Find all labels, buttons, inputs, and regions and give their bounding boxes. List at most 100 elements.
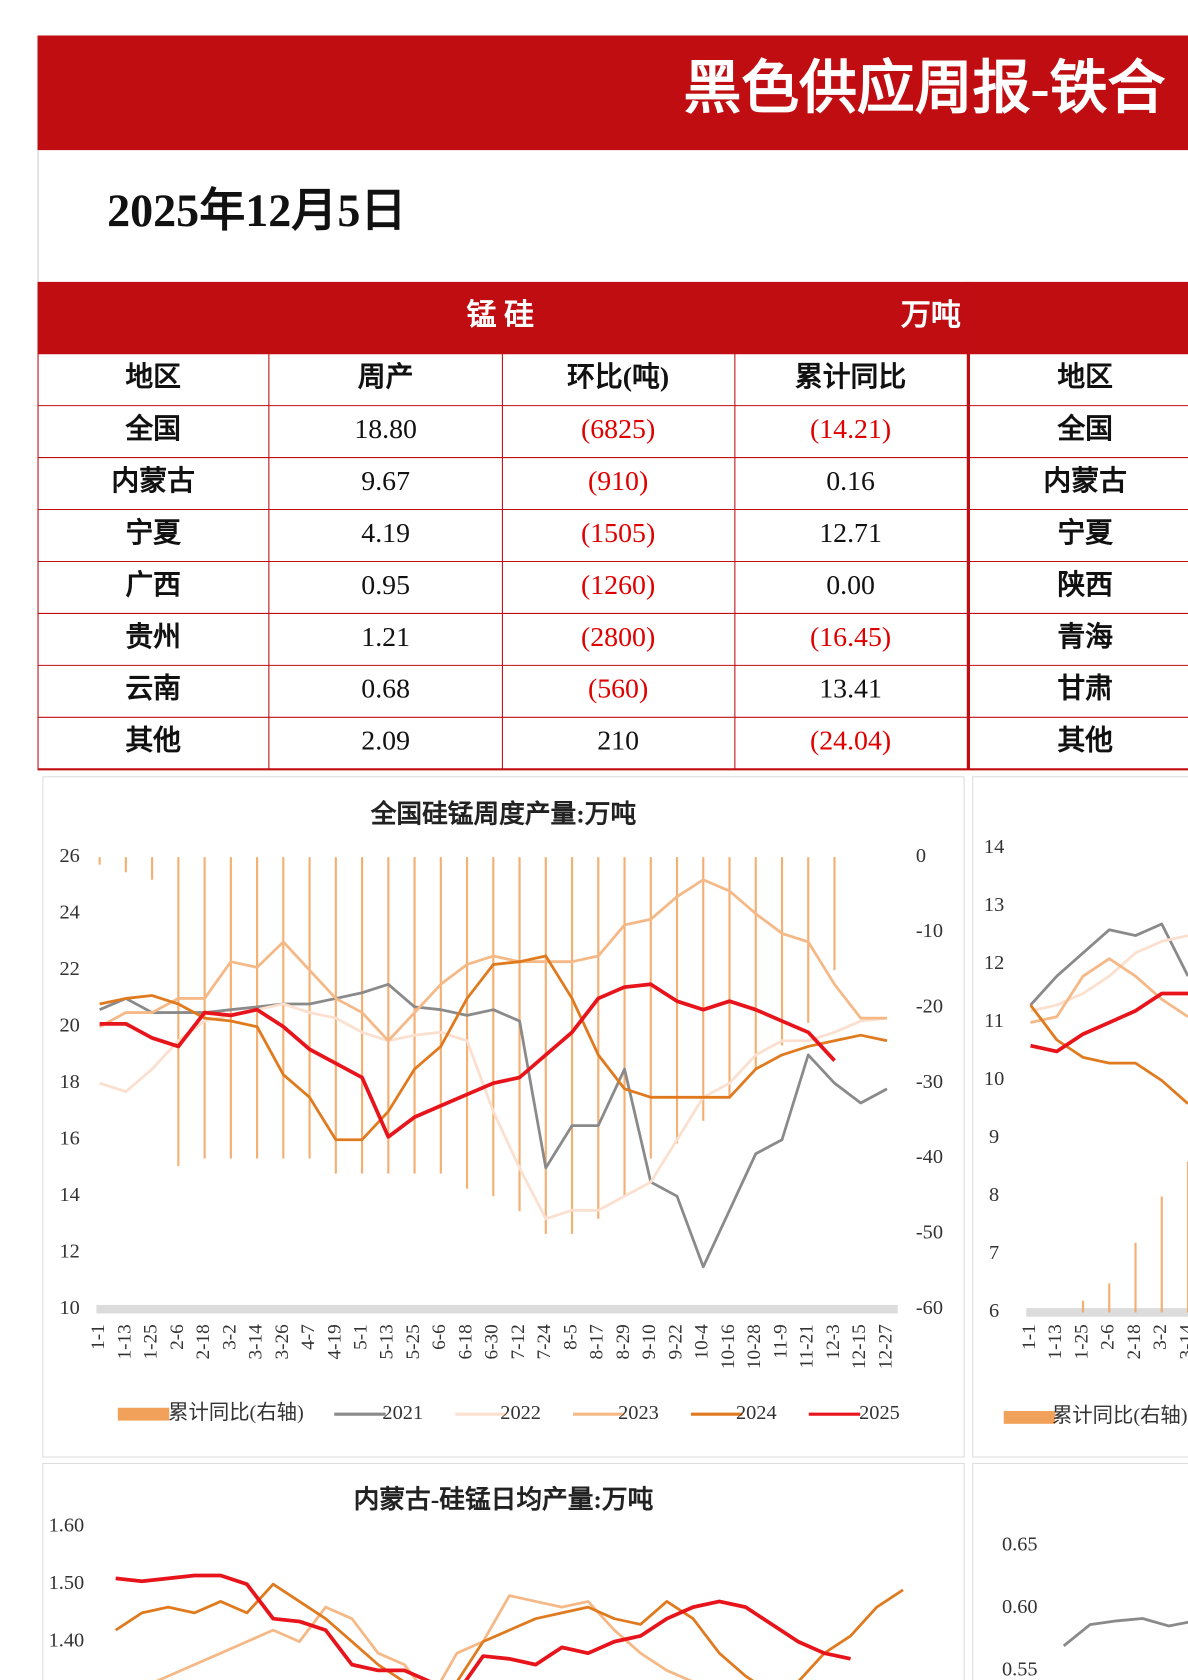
series-line bbox=[1029, 1004, 1188, 1105]
y2-tick-label: -40 bbox=[916, 1146, 943, 1168]
report-date: 2025年12月5日 bbox=[107, 185, 406, 236]
bar bbox=[518, 857, 521, 1212]
bar bbox=[439, 857, 442, 1174]
legend-label: 2021 bbox=[382, 1402, 423, 1424]
x-tick-label: 9-22 bbox=[665, 1324, 686, 1359]
series-line bbox=[98, 878, 887, 1043]
bar bbox=[597, 857, 600, 1219]
y2-tick-label: 0 bbox=[916, 845, 926, 867]
bar bbox=[754, 857, 757, 1069]
x-tick-label: 5-13 bbox=[377, 1324, 398, 1359]
x-tick-label: 3-14 bbox=[246, 1324, 267, 1360]
chart-panel bbox=[42, 776, 965, 1458]
x-tick-label: 5-1 bbox=[350, 1324, 371, 1350]
y-tick-label: 20 bbox=[59, 1014, 79, 1036]
y2-tick-label: -50 bbox=[916, 1222, 943, 1244]
y-tick-label: 1.50 bbox=[49, 1572, 85, 1594]
x-tick-label: 11-9 bbox=[770, 1324, 791, 1359]
chart-title: 全国硅锰周度产量:万吨 bbox=[370, 798, 637, 828]
x-tick-label: 3-14 bbox=[1176, 1324, 1188, 1360]
bar bbox=[833, 857, 836, 971]
x-tick-label: 1-1 bbox=[1019, 1324, 1040, 1350]
legend-swatch bbox=[1003, 1410, 1056, 1424]
y-tick-label: 9 bbox=[989, 1126, 999, 1148]
column-header: 环比(吨) bbox=[567, 361, 669, 393]
table-cell: (2800) bbox=[581, 622, 655, 653]
table-unit: 万吨 bbox=[901, 299, 961, 332]
bar bbox=[203, 857, 206, 1159]
table-cell: 其他 bbox=[125, 725, 181, 757]
table-cell: 陕西 bbox=[1057, 569, 1113, 601]
bar bbox=[780, 857, 784, 1046]
x-tick-label: 2-6 bbox=[167, 1324, 188, 1350]
table-cell: 甘肃 bbox=[1057, 673, 1113, 705]
x-tick-label: 8-5 bbox=[560, 1324, 581, 1350]
legend-label: 累计同比(右轴) bbox=[1052, 1404, 1188, 1427]
bar bbox=[334, 857, 337, 1174]
table-cell: (6825) bbox=[581, 414, 655, 445]
table2-header-bar bbox=[969, 281, 1188, 354]
x-tick-label: 2-18 bbox=[193, 1324, 214, 1359]
y-tick-label: 16 bbox=[59, 1127, 79, 1149]
bar bbox=[413, 857, 416, 1174]
table-cell: 0.16 bbox=[826, 466, 875, 497]
table-cell: 全国 bbox=[124, 412, 181, 445]
bar bbox=[124, 857, 127, 873]
y-tick-label: 12 bbox=[984, 952, 1004, 974]
x-tick-label: 1-13 bbox=[1045, 1324, 1066, 1359]
x-tick-label: 6-30 bbox=[482, 1324, 503, 1359]
column-header: 周产 bbox=[358, 361, 414, 393]
series-line bbox=[1062, 1617, 1188, 1647]
bar bbox=[1134, 1242, 1137, 1313]
table-cell: (24.04) bbox=[810, 726, 891, 757]
x-tick-label: 8-29 bbox=[613, 1324, 634, 1359]
table-cell: (560) bbox=[588, 674, 648, 705]
legend-swatch bbox=[117, 1407, 170, 1421]
table-cell: 2.09 bbox=[361, 726, 410, 757]
table-cell: 1.21 bbox=[361, 622, 410, 653]
y-tick-label: 0.55 bbox=[1002, 1659, 1038, 1680]
bar bbox=[728, 857, 731, 1099]
x-tick-label: 3-26 bbox=[272, 1324, 293, 1360]
y-tick-label: 24 bbox=[59, 901, 79, 923]
table-cell: 18.80 bbox=[354, 414, 417, 445]
x-tick-label: 10-16 bbox=[718, 1324, 739, 1369]
y-tick-label: 11 bbox=[984, 1010, 1004, 1032]
y2-tick-label: -30 bbox=[916, 1071, 943, 1093]
table-cell: 9.67 bbox=[361, 466, 410, 497]
table-cell: 贵州 bbox=[125, 621, 181, 653]
x-axis-band bbox=[96, 1304, 898, 1314]
y-tick-label: 0.65 bbox=[1002, 1534, 1038, 1556]
bar bbox=[98, 857, 101, 865]
table-cell: 13.41 bbox=[819, 674, 882, 705]
bar bbox=[1186, 1161, 1188, 1313]
y-tick-label: 0.60 bbox=[1002, 1596, 1038, 1618]
column-header: 累计同比 bbox=[795, 361, 906, 393]
header-bar bbox=[37, 35, 1188, 151]
y-tick-label: 7 bbox=[989, 1242, 999, 1264]
x-tick-label: 5-25 bbox=[403, 1324, 424, 1359]
x-tick-label: 11-21 bbox=[797, 1324, 818, 1368]
series-line bbox=[1030, 991, 1188, 1054]
table-cell: (1260) bbox=[581, 570, 655, 601]
table-section: 锰 硅 bbox=[467, 299, 534, 332]
y-tick-label: 14 bbox=[59, 1184, 79, 1206]
y-tick-label: 10 bbox=[984, 1068, 1004, 1090]
legend-label: 2023 bbox=[618, 1402, 659, 1424]
x-tick-label: 6-18 bbox=[455, 1324, 476, 1359]
legend-label: 2025 bbox=[859, 1402, 900, 1424]
x-tick-label: 4-7 bbox=[298, 1324, 319, 1350]
bar bbox=[1108, 1283, 1111, 1313]
chart-panel bbox=[42, 1462, 965, 1680]
x-tick-label: 7-12 bbox=[508, 1324, 529, 1359]
y2-tick-label: -20 bbox=[916, 995, 943, 1017]
table-cell: 210 bbox=[597, 726, 639, 757]
bar bbox=[544, 857, 547, 1234]
bar bbox=[702, 857, 705, 1121]
table-cell: 宁夏 bbox=[125, 516, 181, 549]
series-line bbox=[1029, 922, 1188, 1007]
x-tick-label: 9-10 bbox=[639, 1324, 660, 1359]
x-tick-label: 12-3 bbox=[823, 1324, 844, 1359]
